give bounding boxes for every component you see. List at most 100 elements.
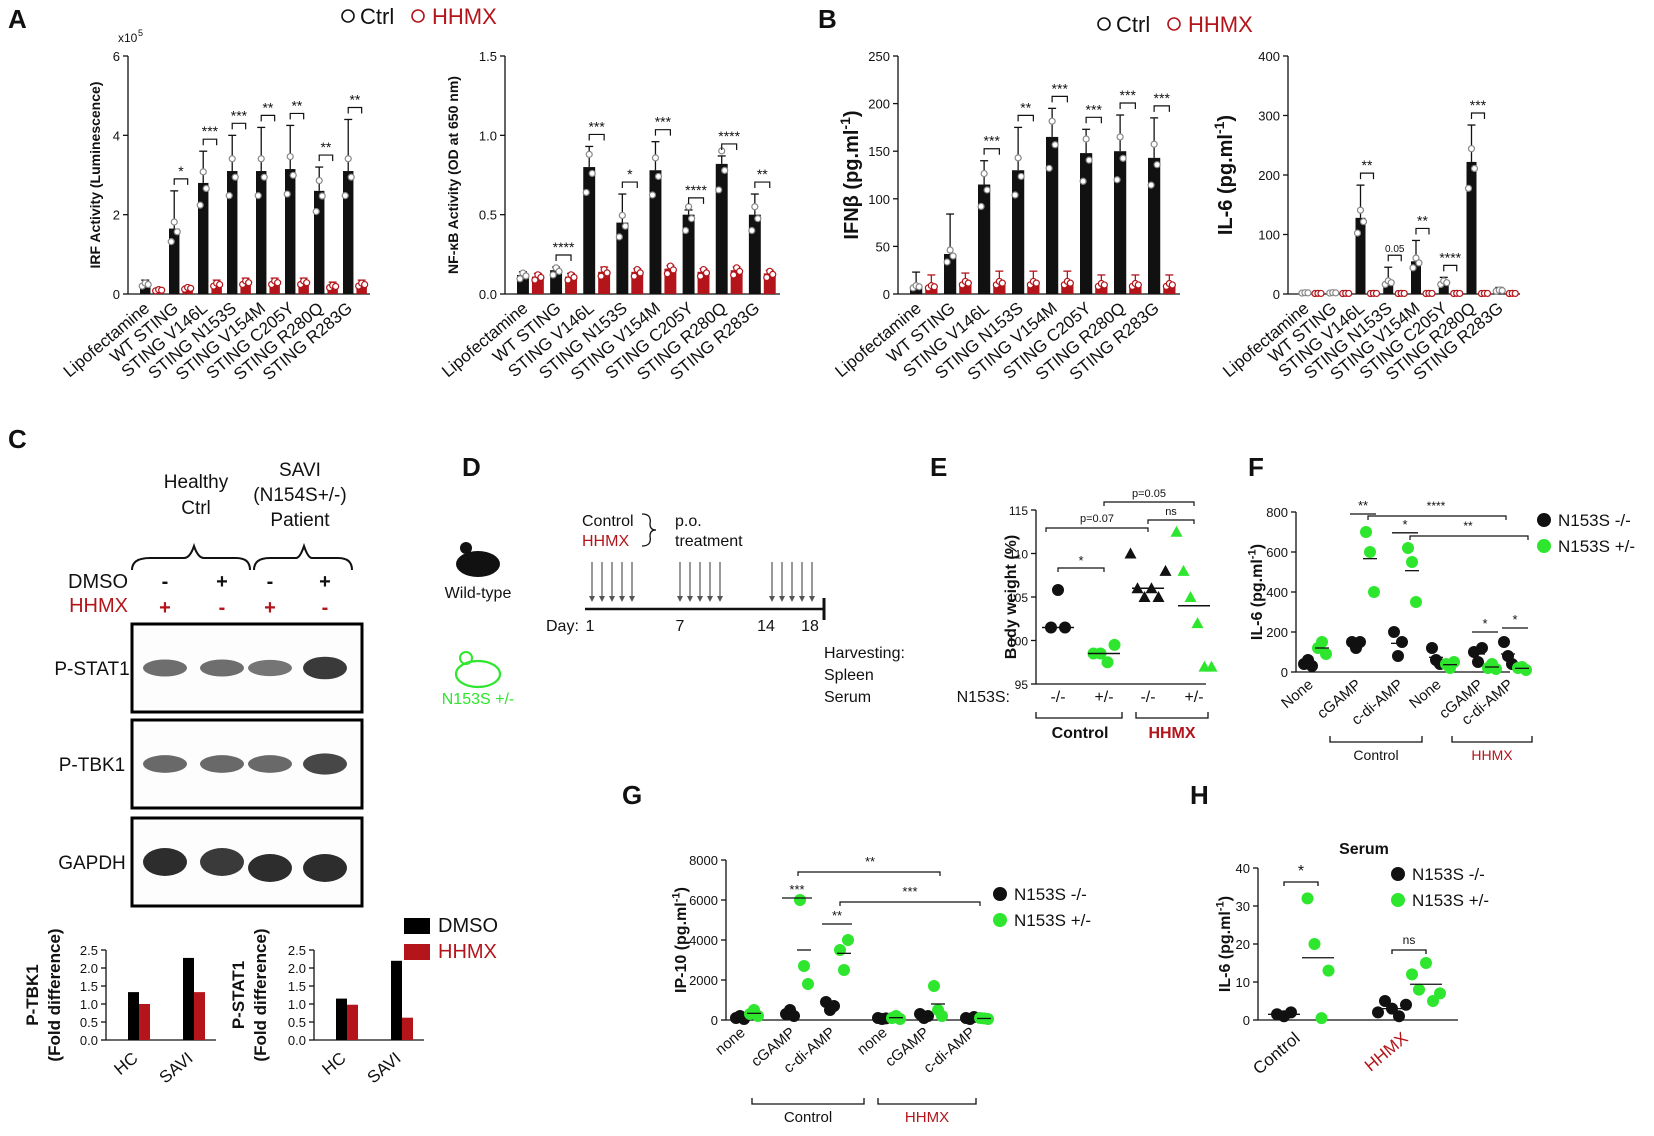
il6f-data-point [1490,663,1502,675]
panel-c-blot-band [303,656,347,680]
tbk1q-x-tick-label: SAVI [156,1049,197,1088]
ifnb-data-point [943,258,951,266]
ip10-group-bracket [751,1098,865,1105]
legend-ctrl-label: Ctrl [360,4,394,29]
ip10-data-point [894,1013,906,1025]
nfkb-data-point [585,150,593,158]
il6a-ctrl-bar [1411,261,1421,294]
ip10-x-tick-label: none [854,1024,890,1058]
serum-data-point [1427,995,1439,1007]
stat1q-dmso-bar [391,960,402,1040]
il6f-x-tick-label: None [1278,676,1316,712]
dose-arrowhead [599,596,605,602]
il6f-data-point [1476,642,1488,654]
serum-sig-label: ns [1403,933,1416,947]
il6f-data-point [1368,586,1380,598]
il6a-sig-bracket [1387,254,1402,262]
il6f-data-point [1360,526,1372,538]
nfkb-data-point [648,191,657,199]
irf-sig-label: ** [291,97,302,113]
nfkb-sig-label: **** [718,128,740,144]
legend-ctrl-marker [341,9,355,23]
ip10-legend-label: N153S +/- [1014,911,1091,930]
il6f-sig-label: ** [1463,519,1473,533]
ip10-data-point [928,980,940,992]
il6a-data-point [1332,289,1340,297]
mouse-n153s-icon-ear [459,651,473,665]
serum-data-point [1420,957,1432,969]
tbk1q-dmso-bar [183,957,194,1040]
ifnb-ctrl-bar [1012,170,1025,294]
il6a-data-point [1400,289,1408,298]
stat1q-hhmx-bar [347,1004,358,1040]
bw-sig-bracket [1147,519,1195,524]
dose-arrowhead [629,596,635,602]
nfkb-hhmx-bar [565,276,577,294]
ip10-data-point [834,944,846,956]
ifnb-sig-bracket [983,148,1000,155]
irf-hhmx-bar [356,284,367,294]
panel-d-treatment: treatment [675,533,743,550]
dose-arrowhead [677,596,683,602]
serum-data-point [1308,938,1321,950]
ifnb-sig-bracket [1085,116,1102,124]
ifnb-data-point [1051,141,1059,149]
serum-y-tick-label: 20 [1236,937,1250,952]
serum-data-point [1413,983,1425,996]
tbk1q-y-tick-label: 2.0 [80,961,98,976]
dose-arrowhead [697,596,703,602]
ip10-sig-label: ** [832,908,842,923]
bw-data-point [1101,656,1114,669]
nfkb-data-point [621,222,629,230]
irf-data-point [303,279,311,287]
il6f-group-bracket [1329,736,1423,743]
ip10-data-point [838,964,850,976]
bw-data-point [1191,617,1204,629]
il6a-sig-bracket [1415,227,1430,235]
panel-c-blot-band [200,659,244,677]
nfkb-data-point [702,269,711,277]
dose-arrowhead [609,596,615,602]
serum-sig-bracket [1283,881,1319,886]
panel-c-blot-band [200,848,244,876]
nfkb-sig-label: **** [685,182,707,198]
serum-y-tick-label: 0 [1243,1013,1250,1028]
panel-c-dmso-sign: - [267,571,274,593]
nfkb-sig-bracket [687,197,705,204]
irf-y-tick-label: 2 [113,208,120,223]
il6f-data-point [1392,650,1404,662]
irf-scale-label: x10 [118,31,138,45]
ifnb-data-point [1017,172,1025,181]
il6a-data-point [1456,289,1464,298]
serum-data-point [1400,998,1412,1011]
bw-sig-bracket [1103,501,1195,506]
nfkb-ctrl-bar [715,163,728,294]
ifnb-hhmx-bar [1163,284,1176,294]
panel-d-hhmx-label: HHMX [582,533,629,550]
il6f-data-point [1316,636,1328,648]
il6f-data-point [1520,664,1532,676]
irf-data-point [228,155,236,163]
bw-group-label: HHMX [1148,725,1195,742]
il6f-data-point [1426,642,1438,654]
legend-hhmx-marker [411,9,425,23]
ifnb-data-point [980,169,988,178]
irf-data-point [170,218,178,226]
nfkb-ctrl-bar [583,167,596,294]
panel-c-blot-band [143,755,187,773]
ifnb-y-tick-label: 0 [883,287,890,302]
nfkb-data-point [516,275,524,283]
panel-d-day-tick: 18 [801,618,819,635]
serum-legend-label: N153S -/- [1412,865,1485,884]
nfkb-data-point [769,270,777,279]
nfkb-data-point [721,166,729,174]
irf-data-point [312,207,320,216]
panel-letter-e: E [930,452,948,482]
dose-arrowhead [619,596,625,602]
il6a-sig-label: 0.05 [1385,244,1405,255]
il6f-y-tick-label: 400 [1266,585,1288,600]
dose-arrowhead [799,596,805,602]
ip10-sig-bracket [839,901,981,906]
panel-c-dmso-sign: + [319,571,331,593]
nfkb-data-point [618,211,626,220]
